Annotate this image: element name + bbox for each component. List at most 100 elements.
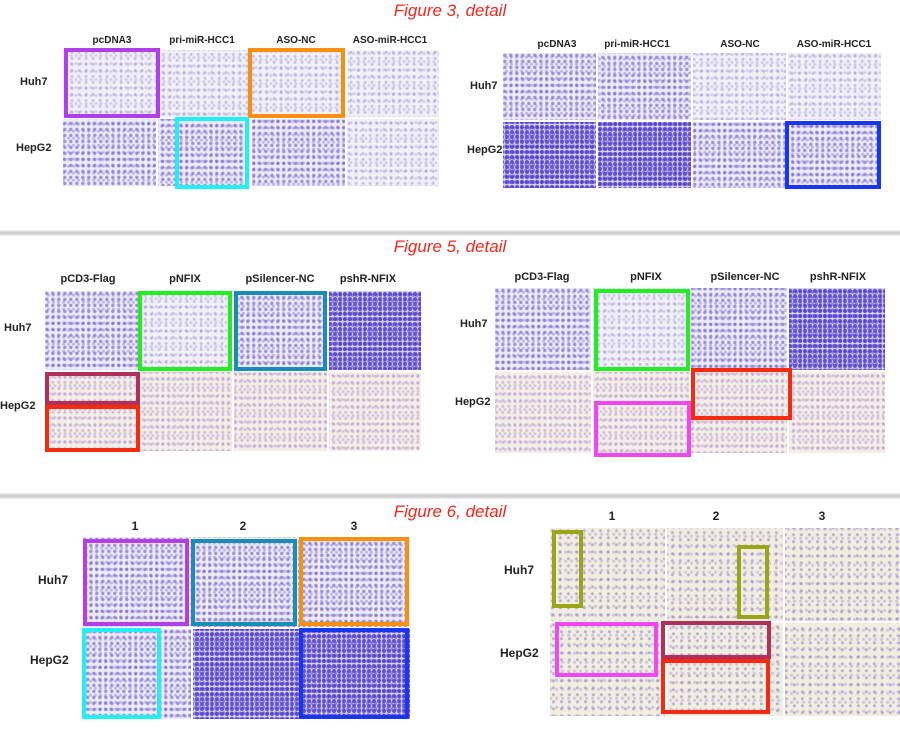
- row-label: Huh7: [504, 563, 534, 577]
- microscopy-image: [192, 537, 301, 627]
- microscopy-image: [667, 623, 783, 716]
- microscopy-image: [252, 50, 345, 117]
- col-label: 3: [818, 509, 826, 523]
- image-grid: [495, 288, 885, 453]
- col-label: 3: [350, 519, 358, 533]
- col-label: pri-miR-HCC1: [604, 39, 670, 50]
- microscopy-image: [503, 121, 596, 188]
- microscopy-image: [788, 121, 881, 188]
- image-grid: [550, 528, 900, 716]
- highlight-box-cyan: [175, 117, 249, 189]
- col-label: ASO-NC: [720, 39, 760, 50]
- highlight-box-blue: [299, 628, 409, 719]
- microscopy-image: [302, 629, 410, 719]
- row-label: HepG2: [467, 144, 503, 156]
- microscopy-image: [598, 121, 691, 188]
- microscopy-image: [83, 629, 191, 719]
- microscopy-image: [789, 371, 885, 453]
- highlight-box-maroon: [45, 372, 140, 405]
- highlight-box-red: [661, 659, 770, 714]
- row-label: Huh7: [460, 318, 488, 330]
- highlight-box-orange: [248, 48, 345, 118]
- figure-5-title: Figure 5, detail: [393, 237, 507, 256]
- figure-6-title: Figure 6, detail: [393, 502, 507, 521]
- highlight-box-purple: [64, 48, 160, 118]
- highlight-box-blue: [785, 121, 881, 189]
- microscopy-image: [328, 291, 421, 370]
- row-label: Huh7: [20, 76, 48, 88]
- microscopy-image: [45, 291, 138, 370]
- microscopy-image: [302, 537, 410, 627]
- row-label: HepG2: [0, 400, 36, 412]
- col-label: pSilencer-NC: [245, 273, 315, 285]
- row-label: Huh7: [4, 322, 32, 334]
- microscopy-image: [192, 629, 301, 719]
- highlight-box-red: [45, 405, 140, 452]
- figure-3-title: Figure 3, detail: [393, 1, 507, 20]
- highlight-box-olive: [552, 530, 583, 608]
- microscopy-image: [495, 371, 591, 453]
- highlight-box-olive: [737, 545, 769, 619]
- microscopy-image: [693, 121, 786, 188]
- microscopy-image: [234, 372, 327, 451]
- col-label: 2: [239, 519, 247, 533]
- microscopy-image: [784, 623, 900, 716]
- microscopy-image: [593, 371, 689, 453]
- image-grid: [63, 50, 439, 186]
- row-label: Huh7: [470, 80, 498, 92]
- microscopy-image: [63, 50, 156, 117]
- microscopy-image: [667, 528, 783, 621]
- microscopy-image: [252, 119, 345, 186]
- highlight-box-orange: [299, 537, 409, 626]
- microscopy-image: [328, 372, 421, 451]
- microscopy-image: [784, 528, 900, 621]
- highlight-box-purple: [83, 539, 189, 626]
- microscopy-image: [503, 53, 596, 120]
- highlight-box-teal: [234, 291, 327, 371]
- row-label: HepG2: [16, 142, 52, 154]
- divider: [0, 230, 900, 236]
- microscopy-image: [45, 372, 138, 451]
- highlight-box-magenta: [555, 622, 658, 677]
- col-label: pcDNA3: [537, 39, 577, 50]
- col-label: ASO-miR-HCC1: [352, 35, 428, 46]
- microscopy-image: [550, 528, 666, 621]
- microscopy-image: [346, 119, 439, 186]
- row-label: HepG2: [500, 646, 539, 660]
- microscopy-image: [139, 291, 232, 370]
- microscopy-image: [550, 623, 666, 716]
- col-label: 2: [712, 509, 720, 523]
- col-label: pCD3-Flag: [60, 273, 116, 285]
- microscopy-image: [346, 50, 439, 117]
- highlight-box-magenta: [594, 401, 691, 457]
- microscopy-image: [234, 291, 327, 370]
- row-label: HepG2: [455, 396, 491, 408]
- image-grid: [45, 291, 421, 451]
- divider: [0, 493, 900, 499]
- highlight-box-green: [138, 291, 232, 371]
- col-label: pCD3-Flag: [514, 271, 570, 283]
- microscopy-image: [691, 371, 787, 453]
- highlight-box-green: [594, 289, 690, 371]
- microscopy-image: [598, 53, 691, 120]
- row-label: Huh7: [38, 573, 68, 587]
- col-label: pshR-NFIX: [809, 271, 867, 283]
- col-label: pcDNA3: [92, 35, 132, 46]
- microscopy-image: [788, 53, 881, 120]
- microscopy-image: [693, 53, 786, 120]
- highlight-box-cyan: [82, 628, 161, 719]
- microscopy-image: [83, 537, 191, 627]
- col-label: 1: [131, 519, 139, 533]
- col-label: pri-miR-HCC1: [169, 35, 235, 46]
- microscopy-image: [157, 119, 250, 186]
- microscopy-image: [495, 288, 591, 370]
- highlight-box-teal: [191, 539, 297, 626]
- col-label: pNFIX: [169, 273, 201, 285]
- col-label: pNFIX: [630, 271, 662, 283]
- microscopy-image: [691, 288, 787, 370]
- image-grid: [503, 53, 881, 188]
- microscopy-image: [593, 288, 689, 370]
- row-label: HepG2: [30, 653, 69, 667]
- microscopy-image: [157, 50, 250, 117]
